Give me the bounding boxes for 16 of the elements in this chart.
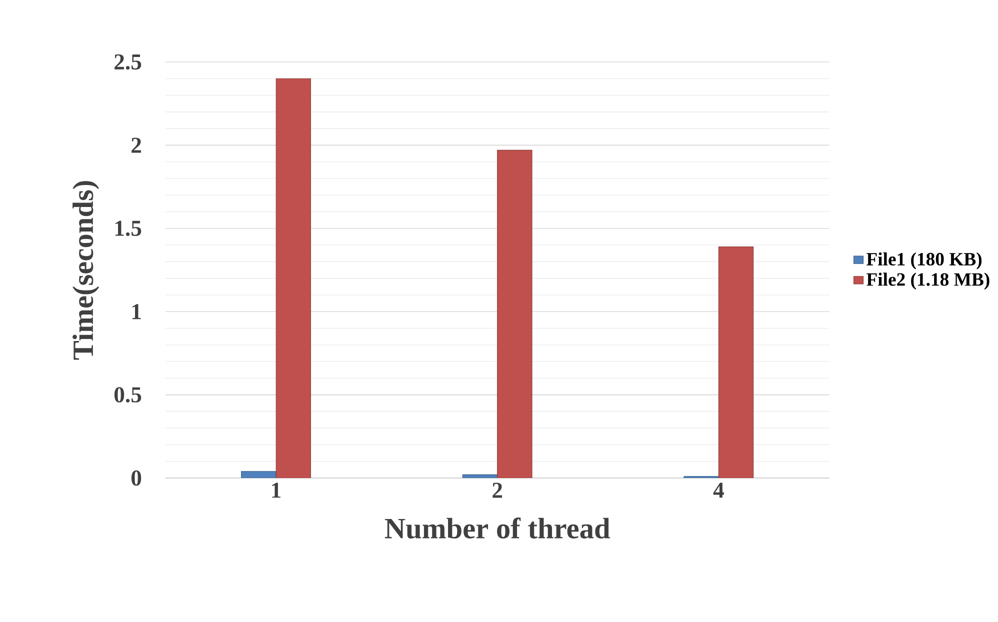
x-axis-title: Number of thread — [384, 518, 610, 539]
y-tick-label: 1 — [132, 304, 141, 320]
legend-label: File2 (1.18 MB) — [866, 272, 990, 290]
y-tick-label: 2 — [132, 138, 141, 153]
x-tick-label: 4 — [713, 482, 724, 498]
x-tick-label: 1 — [272, 482, 280, 498]
y-axis-title: Time(seconds) — [72, 181, 100, 360]
legend-label: File1 (180 KB) — [866, 252, 982, 270]
y-tick-label: 2.5 — [114, 54, 142, 70]
bar — [718, 246, 754, 478]
bar — [497, 150, 532, 478]
y-tick-label: 0.5 — [114, 387, 142, 402]
y-tick-label: 0 — [131, 470, 142, 486]
bar — [276, 78, 311, 478]
y-tick-label: 1.5 — [115, 220, 142, 236]
x-tick-label: 2 — [492, 482, 502, 498]
